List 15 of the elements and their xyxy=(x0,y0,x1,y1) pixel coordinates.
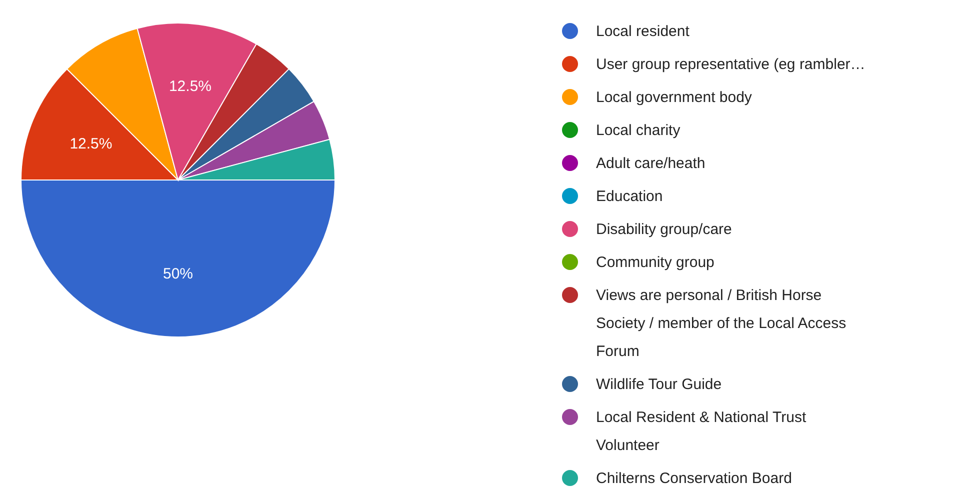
data-label: 12.5% xyxy=(70,135,112,152)
legend-label: Disability group/care xyxy=(596,220,732,238)
legend-label: Chilterns Conservation Board xyxy=(596,470,792,486)
data-label: 50% xyxy=(163,266,194,283)
legend-label: Views are personal / British Horse Society / member of the Local Access Forum xyxy=(596,286,846,360)
legend-label: User group representative (eg rambler… xyxy=(596,56,866,72)
legend-label: Adult care/heath xyxy=(596,154,706,172)
legend-label: Education xyxy=(596,188,663,204)
legend-label: Local resident xyxy=(596,22,690,40)
legend-label: Local Resident & National Trust Volunteer xyxy=(596,408,807,454)
data-label: 12.5% xyxy=(168,78,212,96)
legend-label: Community group xyxy=(596,254,714,270)
legend-label: Local government body xyxy=(596,88,752,106)
legend-label: Wildlife Tour Guide xyxy=(596,376,722,392)
legend-label: Local charity xyxy=(596,122,681,138)
